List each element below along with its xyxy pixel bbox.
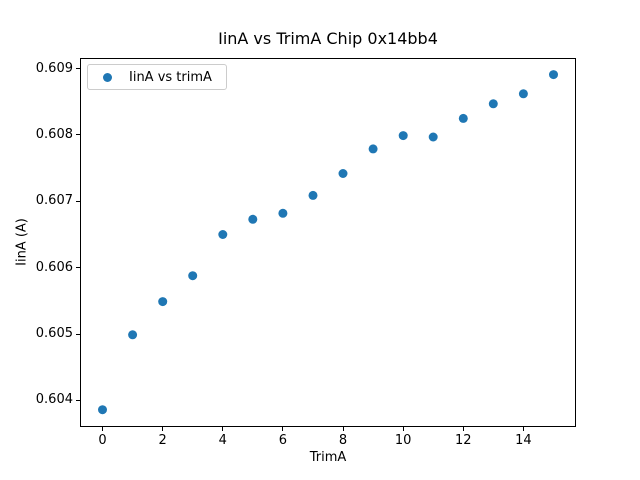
data-point [248,214,258,224]
y-tick-label: 0.605 [35,326,73,342]
x-tick-label: 2 [158,433,167,448]
chart-title: IinA vs TrimA Chip 0x14bb4 [218,29,438,48]
y-tick-mark [76,134,80,136]
x-tick-mark [282,427,284,431]
data-point [98,405,107,415]
x-tick-mark [162,427,164,431]
data-point [368,144,378,154]
x-tick-mark [102,427,104,431]
y-tick-mark [76,399,80,401]
x-tick-label: 4 [218,433,227,448]
data-point [549,70,558,80]
plot-area: IinA vs trimA [80,58,576,427]
data-point [308,190,318,200]
y-tick-label: 0.607 [35,193,73,209]
y-tick-mark [76,267,80,269]
legend-marker-icon [103,72,112,82]
x-tick-mark [402,427,404,431]
x-tick-mark [462,427,464,431]
data-point [338,169,348,178]
x-tick-label: 10 [394,433,412,448]
legend-label: IinA vs trimA [129,69,212,85]
y-tick-label: 0.609 [35,60,73,76]
data-point [518,89,528,99]
data-point [488,99,498,109]
legend: IinA vs trimA [87,64,227,90]
x-tick-label: 0 [98,433,107,448]
x-tick-mark [222,427,224,431]
data-point [128,330,138,340]
data-point [158,297,168,307]
y-tick-mark [76,68,80,70]
y-tick-mark [76,333,80,335]
y-tick-label: 0.608 [35,126,73,142]
x-tick-label: 8 [338,433,348,448]
x-tick-label: 6 [278,433,288,448]
data-point [458,113,468,123]
y-axis-label: IinA (A) [14,218,30,266]
data-point [278,208,288,218]
x-tick-mark [522,427,524,431]
data-point [428,132,438,142]
data-point [188,271,198,281]
x-tick-mark [342,427,344,431]
y-tick-mark [76,200,80,202]
data-point [218,230,228,239]
x-tick-label: 12 [454,433,472,448]
x-axis-label: TrimA [309,450,347,465]
x-tick-label: 14 [515,433,532,448]
y-tick-label: 0.604 [35,392,73,408]
scatter-series [98,70,558,415]
data-point [398,131,408,141]
y-tick-label: 0.606 [35,259,73,275]
